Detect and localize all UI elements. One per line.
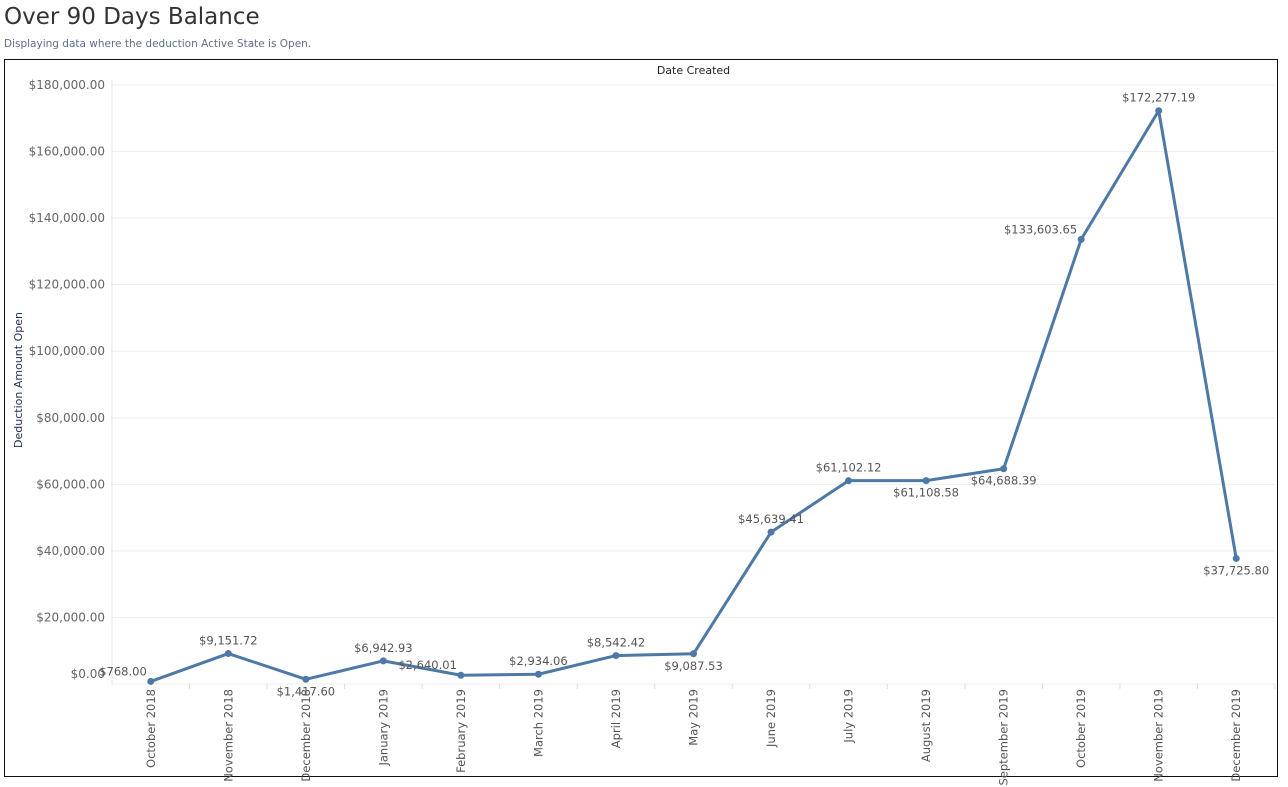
series-line: [150, 109, 1238, 683]
x-tick-label: November 2018: [221, 689, 235, 782]
y-tick-label: $160,000.00: [29, 145, 105, 159]
y-tick-label: $40,000.00: [36, 544, 105, 558]
x-tick-label: August 2019: [919, 689, 933, 762]
x-tick-label: February 2019: [454, 689, 468, 773]
x-tick-label: December 2018: [299, 689, 313, 782]
y-tick-label: $80,000.00: [36, 411, 105, 425]
data-label: $45,639.41: [738, 512, 804, 526]
data-label: $133,603.65: [1004, 222, 1077, 236]
data-point: [534, 670, 542, 678]
x-tick-label: November 2019: [1152, 689, 1166, 782]
page-title: Over 90 Days Balance: [4, 4, 260, 30]
data-label: $2,934.06: [509, 654, 568, 668]
data-point: [1232, 554, 1240, 562]
x-tick-label: October 2018: [144, 689, 158, 768]
data-label: $1,417.60: [277, 684, 336, 698]
x-tick-label: April 2019: [609, 689, 623, 748]
y-tick-label: $60,000.00: [36, 477, 105, 491]
y-tick-label: $140,000.00: [29, 211, 105, 225]
data-label: $768.00: [99, 664, 147, 678]
data-label: $6,942.93: [354, 641, 413, 655]
page-subtitle: Displaying data where the deduction Acti…: [4, 38, 312, 50]
y-axis-title: Deduction Amount Open: [12, 312, 25, 448]
y-tick-label: $100,000.00: [29, 344, 105, 358]
data-label: $8,542.42: [587, 636, 646, 650]
x-tick-label: May 2019: [687, 689, 701, 746]
x-axis-title: Date Created: [657, 64, 730, 77]
data-point: [302, 675, 310, 683]
x-tick-label: January 2019: [376, 689, 390, 767]
data-point: [690, 650, 697, 658]
data-point: [224, 650, 232, 658]
data-label: $9,151.72: [199, 634, 258, 648]
y-tick-label: $0.00: [71, 667, 105, 681]
data-point: [1077, 235, 1085, 243]
data-point: [457, 671, 465, 679]
data-label: $61,108.58: [893, 486, 959, 500]
chart-frame: [4, 59, 1278, 777]
data-point: [612, 652, 620, 660]
data-label: $9,087.53: [664, 659, 723, 673]
data-label: $2,640.01: [398, 658, 457, 672]
y-tick-label: $120,000.00: [29, 278, 105, 292]
y-tick-label: $20,000.00: [36, 610, 105, 624]
data-point: [845, 477, 853, 485]
x-tick-label: March 2019: [531, 689, 545, 757]
x-tick-label: December 2019: [1229, 689, 1243, 782]
data-point: [1000, 465, 1008, 473]
data-point: [379, 657, 387, 665]
data-point: [147, 677, 155, 685]
data-label: $172,277.19: [1122, 91, 1195, 105]
data-point: [767, 528, 775, 536]
y-tick-label: $180,000.00: [29, 78, 105, 92]
data-label: $61,102.12: [816, 461, 882, 475]
x-tick-label: June 2019: [764, 689, 778, 748]
x-tick-label: July 2019: [842, 689, 856, 744]
data-label: $64,688.39: [971, 474, 1037, 488]
data-point: [1155, 107, 1163, 115]
data-label: $37,725.80: [1203, 563, 1269, 577]
x-tick-label: September 2019: [997, 689, 1011, 786]
data-point: [922, 477, 930, 485]
x-tick-label: October 2019: [1074, 689, 1088, 768]
